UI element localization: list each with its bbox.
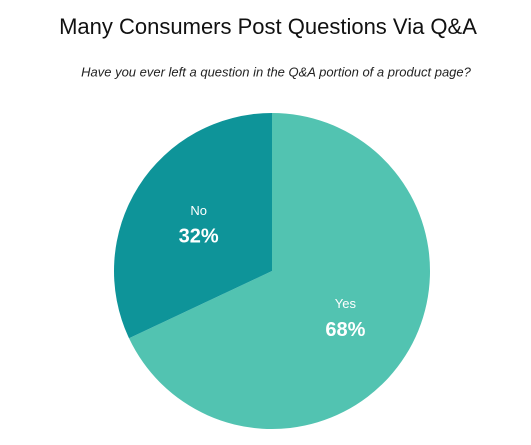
slice-category-label: No bbox=[190, 203, 207, 218]
slice-value-label: 32% bbox=[179, 226, 219, 248]
chart-title: Many Consumers Post Questions Via Q&A bbox=[59, 14, 477, 39]
pie-slice bbox=[113, 113, 273, 339]
slice-category-label: Yes bbox=[335, 296, 357, 311]
chart-subtitle: Have you ever left a question in the Q&A… bbox=[81, 64, 472, 79]
slice-value-label: 68% bbox=[325, 319, 365, 341]
pie-slice bbox=[129, 113, 430, 429]
